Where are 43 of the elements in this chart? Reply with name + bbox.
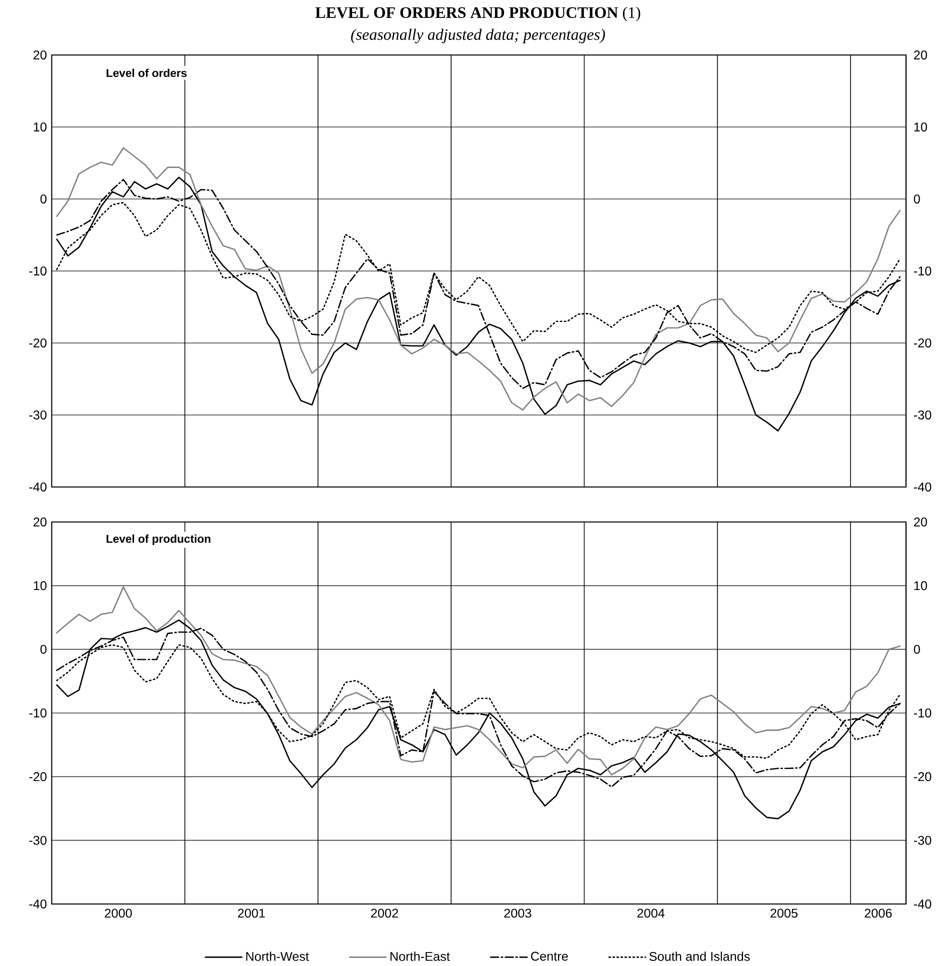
y-tick-label: -20 [29,338,46,348]
y-tick-label: 20 [34,518,46,526]
y2-tick-label: 20 [914,50,927,60]
y-tick-label: -30 [29,836,46,845]
y2-tick-label: -40 [914,900,932,908]
y-tick-label: 0 [40,194,46,204]
y2-tick-label: -20 [914,338,932,348]
y-tick-label: -30 [29,410,46,420]
x-tick-label: 2002 [371,908,398,918]
x-tick-label: 2006 [864,908,892,918]
legend-label: North-West [246,952,309,961]
y2-tick-label: 0 [914,194,920,204]
y-tick-label: 10 [34,581,46,590]
legend-label: Centre [531,952,568,961]
y2-tick-label: -30 [914,410,932,420]
y-tick-label: -10 [29,708,46,718]
y2-tick-label: 10 [914,581,927,590]
chart-title: LEVEL OF ORDERS AND PRODUCTION (1) [315,6,640,22]
y2-tick-label: -20 [914,772,932,782]
y2-tick-label: -40 [914,482,932,492]
legend-label: South and Islands [649,952,750,961]
y-tick-label: -10 [29,266,46,276]
y2-tick-label: 10 [914,122,927,132]
y2-tick-label: 20 [914,518,927,526]
x-tick-label: 2000 [104,908,132,918]
y-tick-label: 20 [34,50,46,60]
y-tick-label: 0 [40,644,46,654]
y-tick-label: -20 [29,772,46,782]
x-tick-label: 2004 [637,908,665,918]
x-tick-label: 2003 [504,908,532,918]
y2-tick-label: -10 [914,708,932,718]
y-tick-label: -40 [29,482,46,492]
y-tick-label: 10 [34,122,46,132]
x-tick-label: 2005 [770,908,798,918]
chart-subtitle: (seasonally adjusted data; percentages) [351,28,605,44]
legend-label: North-East [390,952,450,961]
y2-tick-label: 0 [914,644,920,654]
annotation: Level of orders [106,68,187,78]
y2-tick-label: -30 [914,836,932,845]
annotation: Level of production [106,534,210,546]
y2-tick-label: -10 [914,266,932,276]
x-tick-label: 2001 [238,908,265,918]
y-tick-label: -40 [29,900,46,908]
